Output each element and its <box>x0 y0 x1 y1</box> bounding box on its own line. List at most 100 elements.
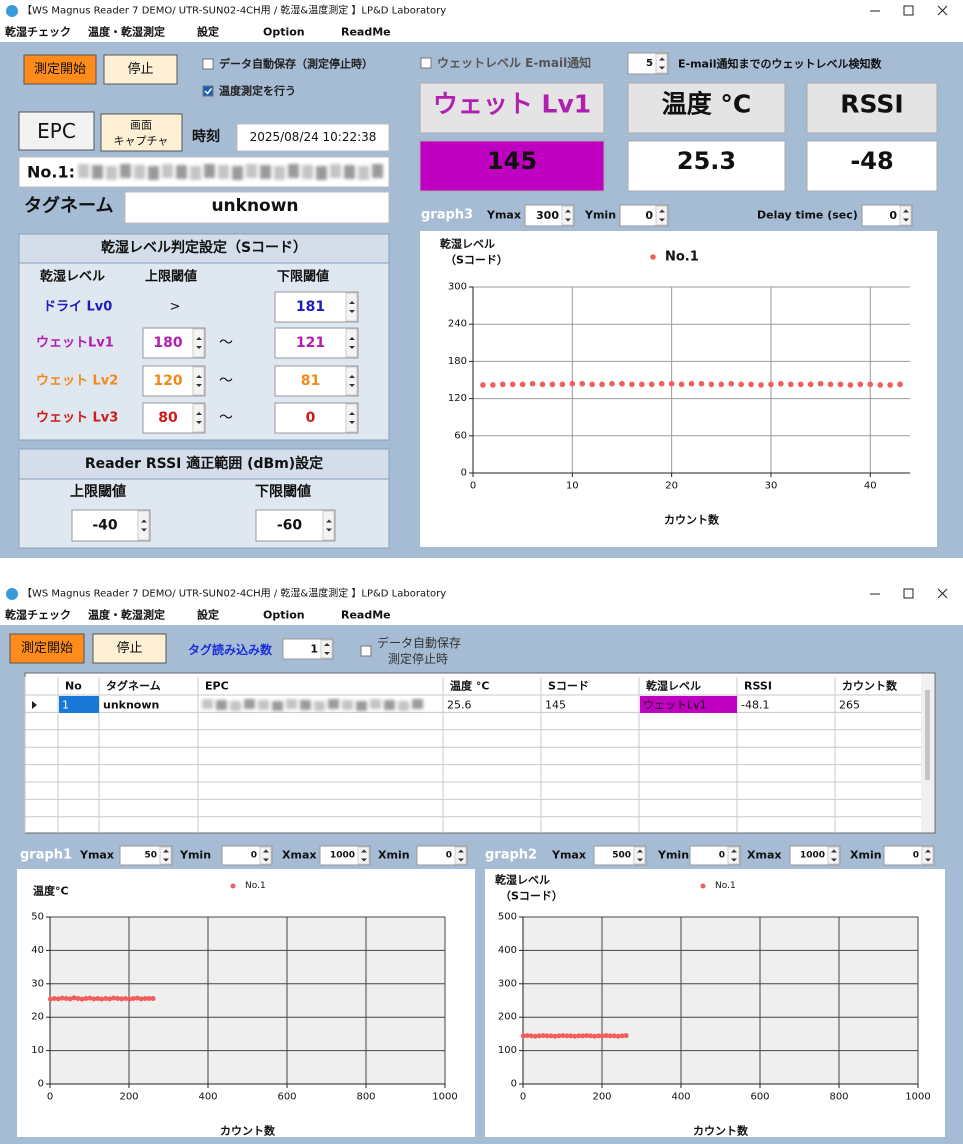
spin-up[interactable] <box>326 519 332 523</box>
spin-down[interactable] <box>326 528 332 532</box>
spin-up[interactable] <box>659 57 665 61</box>
spin-down[interactable] <box>196 346 202 349</box>
menu-tab[interactable]: ReadMe <box>341 26 391 39</box>
maximize-button[interactable] <box>903 588 914 599</box>
stop-button[interactable] <box>103 54 178 85</box>
start-button[interactable] <box>9 633 85 664</box>
menu-tab[interactable]: 温度・乾湿測定 <box>88 608 165 622</box>
spinner-value[interactable]: 0 <box>645 209 653 222</box>
spinner-value[interactable]: 500 <box>612 851 631 861</box>
spin-up[interactable] <box>349 301 355 304</box>
spinner-buttons[interactable] <box>727 846 740 865</box>
spinner-buttons[interactable] <box>655 205 668 226</box>
spinner-buttons[interactable] <box>454 846 467 865</box>
spin-down[interactable] <box>731 858 737 862</box>
spinner-value[interactable]: 121 <box>296 335 325 351</box>
spin-up[interactable] <box>565 209 571 213</box>
spin-down[interactable] <box>831 858 837 862</box>
spinner-buttons[interactable] <box>259 846 272 865</box>
spinner-value[interactable]: 1000 <box>330 851 355 861</box>
menu-tab[interactable]: 乾湿チェック <box>5 608 71 622</box>
check-mark[interactable] <box>204 88 213 95</box>
spin-up[interactable] <box>659 209 665 213</box>
spinner-value[interactable]: 180 <box>153 335 182 351</box>
spinner-value[interactable]: 5 <box>646 58 653 69</box>
spinner-buttons[interactable] <box>345 403 358 433</box>
checkbox[interactable] <box>360 645 372 657</box>
spinner[interactable] <box>274 365 359 397</box>
spinner-buttons[interactable] <box>655 53 668 74</box>
spinner-value[interactable]: 0 <box>719 851 725 861</box>
spin-down[interactable] <box>163 858 169 862</box>
spinner-buttons[interactable] <box>345 292 358 322</box>
spin-up[interactable] <box>349 412 355 415</box>
spin-up[interactable] <box>163 849 169 853</box>
spin-up[interactable] <box>196 337 202 340</box>
checkbox-label[interactable]: データ自動保存（測定停止時） <box>219 57 373 71</box>
menu-tab[interactable]: 乾湿チェック <box>5 25 71 39</box>
spinner-buttons[interactable] <box>357 846 370 865</box>
spinner[interactable] <box>119 845 173 866</box>
spin-up[interactable] <box>349 375 355 378</box>
spin-down[interactable] <box>659 66 665 70</box>
spin-up[interactable] <box>196 412 202 415</box>
spin-down[interactable] <box>196 421 202 424</box>
spinner-value[interactable]: 300 <box>536 209 559 222</box>
spin-down[interactable] <box>196 384 202 387</box>
spinner-value[interactable]: 0 <box>306 410 316 426</box>
spinner-value[interactable]: -40 <box>92 518 118 534</box>
spinner-buttons[interactable] <box>159 846 172 865</box>
spinner-value[interactable]: -60 <box>277 518 303 534</box>
spin-down[interactable] <box>458 858 464 862</box>
spin-down[interactable] <box>349 346 355 349</box>
spinner-buttons[interactable] <box>345 366 358 396</box>
spinner-buttons[interactable] <box>827 846 840 865</box>
spinner-buttons[interactable] <box>192 366 205 396</box>
menu-tab[interactable]: ReadMe <box>341 609 391 622</box>
spinner-value[interactable]: 1 <box>310 643 318 656</box>
button-label[interactable]: 測定開始 <box>21 641 73 656</box>
menu-tab[interactable]: 設定 <box>197 25 219 39</box>
spinner-buttons[interactable] <box>899 205 912 226</box>
spinner-value[interactable]: 0 <box>251 851 257 861</box>
menu-tab[interactable]: Option <box>263 26 305 39</box>
close-button[interactable] <box>937 588 948 599</box>
spinner-buttons[interactable] <box>561 205 574 226</box>
checkbox-label[interactable]: ウェットレベル E-mail通知 <box>437 55 591 70</box>
spin-up[interactable] <box>196 375 202 378</box>
spinner-value[interactable]: 1000 <box>800 851 825 861</box>
spinner-buttons[interactable] <box>137 510 150 541</box>
checkbox[interactable] <box>420 57 432 69</box>
spinner-value[interactable]: 0 <box>446 851 452 861</box>
spinner[interactable] <box>274 327 359 359</box>
menu-tab[interactable]: Option <box>263 609 305 622</box>
spinner-value[interactable]: 120 <box>153 373 182 389</box>
spinner-value[interactable]: 181 <box>296 299 325 315</box>
button-label[interactable]: 画面 <box>130 119 152 132</box>
stop-button[interactable] <box>92 633 167 664</box>
maximize-button[interactable] <box>903 5 914 16</box>
spin-down[interactable] <box>637 858 643 862</box>
spin-up[interactable] <box>637 849 643 853</box>
spinner-buttons[interactable] <box>322 510 335 541</box>
spin-down[interactable] <box>349 384 355 387</box>
spinner-buttons[interactable] <box>192 403 205 433</box>
button-label[interactable]: キャプチャ <box>114 135 169 148</box>
spinner[interactable] <box>71 509 151 542</box>
spin-down[interactable] <box>349 421 355 424</box>
capture-button[interactable] <box>100 113 183 152</box>
spin-down[interactable] <box>361 858 367 862</box>
spinner-buttons[interactable] <box>921 846 934 865</box>
spin-up[interactable] <box>831 849 837 853</box>
button-label[interactable]: EPC <box>37 119 76 143</box>
spinner[interactable] <box>255 509 336 542</box>
spinner-buttons[interactable] <box>633 846 646 865</box>
spin-up[interactable] <box>349 337 355 340</box>
epc-button[interactable] <box>18 111 95 151</box>
spin-down[interactable] <box>659 218 665 222</box>
spin-up[interactable] <box>903 209 909 213</box>
button-label[interactable]: 停止 <box>127 61 153 77</box>
spinner[interactable] <box>593 845 647 866</box>
spin-down[interactable] <box>903 218 909 222</box>
spinner-buttons[interactable] <box>345 328 358 358</box>
